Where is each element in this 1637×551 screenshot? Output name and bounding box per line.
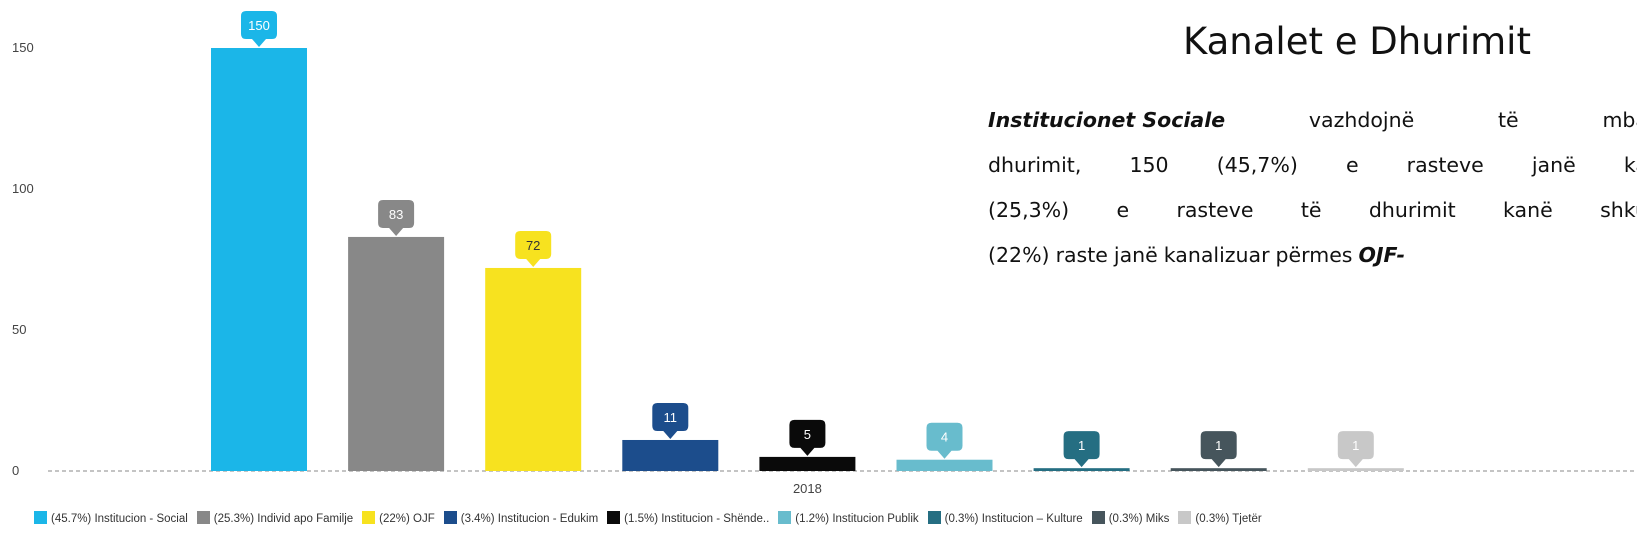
data-label: 150 <box>248 18 270 33</box>
data-label-callout <box>1200 431 1237 468</box>
data-label: 83 <box>389 207 403 222</box>
bar <box>485 267 582 471</box>
data-label-callout <box>1337 431 1374 468</box>
legend-item[interactable]: (0.3%) Miks <box>1091 511 1170 525</box>
paragraph-word: të <box>1300 198 1322 222</box>
legend-label: (1.2%) Institucion Publik <box>795 513 919 525</box>
legend-label: (0.3%) Institucion – Kulture <box>944 513 1083 525</box>
legend-label: (25.3%) Individ apo Familje <box>213 513 354 525</box>
highlight-text: Institucionet Sociale <box>988 108 1226 132</box>
highlight-text: OJF- <box>1358 243 1406 267</box>
bar <box>211 48 307 471</box>
data-label: 11 <box>664 410 678 425</box>
legend-item[interactable]: (1.5%) Institucion - Shënde.. <box>607 511 769 525</box>
paragraph-word: (25,3%) <box>988 198 1070 222</box>
paragraph-word: (22%) <box>988 243 1050 267</box>
paragraph-word: e <box>1116 198 1130 222</box>
data-label-callout <box>926 422 963 459</box>
y-tick-label: 100 <box>12 181 34 196</box>
data-label-callout <box>652 402 689 439</box>
description-paragraph: Institucionet Sociale vazhdojnë të mba d… <box>988 98 1637 278</box>
data-label-callout <box>789 419 826 456</box>
data-label: 1 <box>1352 438 1359 453</box>
y-tick-label: 150 <box>12 40 34 55</box>
paragraph-word: dhurimit <box>1368 198 1456 222</box>
legend-item[interactable]: (1.2%) Institucion Publik <box>778 511 919 525</box>
paragraph-word: (45,7%) <box>1216 153 1298 177</box>
panel-title: Kanalet e Dhurimit <box>1183 20 1531 63</box>
legend-label: (0.3%) Tjetër <box>1195 513 1262 525</box>
legend-label: (22%) OJF <box>379 513 435 525</box>
bar <box>1307 468 1404 471</box>
paragraph-word: mba <box>1602 108 1637 132</box>
data-label: 72 <box>526 238 540 253</box>
legend-swatch <box>34 511 47 524</box>
legend-swatch <box>1178 511 1192 524</box>
legend-swatch <box>607 511 621 524</box>
bar <box>1033 468 1130 471</box>
data-label: 1 <box>1078 438 1085 453</box>
paragraph-word: të <box>1498 108 1519 132</box>
bar <box>348 236 445 471</box>
data-label-callout <box>241 11 277 47</box>
paragraph-word: janë <box>1113 243 1158 267</box>
legend-swatch <box>927 511 941 524</box>
data-label: 4 <box>941 430 948 445</box>
paragraph-line-4: (22%) raste janë kanalizuar përmes OJF- <box>988 233 1637 278</box>
y-tick-label: 50 <box>12 322 26 337</box>
legend-item[interactable]: (45.7%) Institucion - Social <box>34 511 188 525</box>
paragraph-line-3: (25,3%) e rasteve të dhurimit kanë shku <box>988 188 1637 233</box>
legend-swatch <box>778 511 792 524</box>
legend-label: (0.3%) Miks <box>1108 513 1170 525</box>
legend-label: (45.7%) Institucion - Social <box>51 513 188 525</box>
paragraph-word: rasteve <box>1176 198 1254 222</box>
bar <box>1170 468 1267 471</box>
legend-label: (3.4%) Institucion - Edukim <box>460 513 599 525</box>
legend-swatch <box>196 511 210 524</box>
paragraph-word: kanalizuar <box>1163 243 1270 267</box>
paragraph-word: ka <box>1623 153 1637 177</box>
bar <box>896 459 993 471</box>
data-label: 1 <box>1215 438 1222 453</box>
x-tick-label: 2018 <box>793 481 822 496</box>
legend-item[interactable]: (0.3%) Tjetër <box>1178 511 1262 525</box>
legend-item[interactable]: (22%) OJF <box>362 511 435 525</box>
data-label-callout <box>1063 431 1100 468</box>
paragraph-word: dhurimit, <box>988 153 1082 177</box>
y-tick-label: 0 <box>12 463 19 478</box>
paragraph-word: shku <box>1600 198 1637 222</box>
data-label: 5 <box>804 427 811 442</box>
legend-item[interactable]: (3.4%) Institucion - Edukim <box>443 511 599 525</box>
legend-label: (1.5%) Institucion - Shënde.. <box>624 513 770 525</box>
legend-item[interactable]: (25.3%) Individ apo Familje <box>196 511 354 525</box>
paragraph-word: janë <box>1531 153 1576 177</box>
chart-legend: (45.7%) Institucion - Social (25.3%) Indi… <box>34 511 1637 525</box>
paragraph-word: raste <box>1055 243 1108 267</box>
paragraph-word: kanë <box>1503 198 1553 222</box>
data-label-callout <box>515 230 552 267</box>
legend-swatch <box>362 511 376 524</box>
paragraph-word: 150 <box>1129 153 1169 177</box>
paragraph-word: e <box>1345 153 1359 177</box>
paragraph-line-2: dhurimit, 150 (45,7%) e rasteve janë ka <box>988 143 1637 188</box>
paragraph-word: rasteve <box>1406 153 1484 177</box>
legend-item[interactable]: (0.3%) Institucion – Kulture <box>927 511 1083 525</box>
paragraph-word: përmes <box>1275 243 1353 267</box>
legend-swatch <box>1091 511 1105 524</box>
bar <box>759 456 856 471</box>
legend-swatch <box>443 511 457 524</box>
bar <box>622 439 719 471</box>
data-label-callout <box>378 199 415 236</box>
paragraph-line-1: Institucionet Sociale vazhdojnë të mba <box>988 98 1637 143</box>
paragraph-word: vazhdojnë <box>1308 108 1415 132</box>
